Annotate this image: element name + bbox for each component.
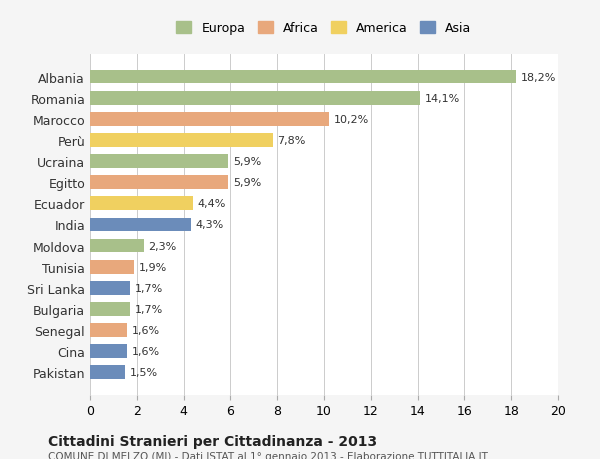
Text: 14,1%: 14,1% [425,94,460,103]
Text: Cittadini Stranieri per Cittadinanza - 2013: Cittadini Stranieri per Cittadinanza - 2… [48,434,377,448]
Bar [90,176,228,190]
Bar [90,345,127,358]
Text: 7,8%: 7,8% [277,135,305,146]
Bar [90,134,272,147]
Text: 1,7%: 1,7% [134,304,163,314]
Bar [90,71,516,84]
Text: 1,6%: 1,6% [132,325,160,335]
Text: 2,3%: 2,3% [149,241,177,251]
Bar [90,281,130,295]
Bar [90,260,134,274]
Text: 4,3%: 4,3% [196,220,224,230]
Bar [90,92,420,105]
Text: COMUNE DI MELZO (MI) - Dati ISTAT al 1° gennaio 2013 - Elaborazione TUTTITALIA.I: COMUNE DI MELZO (MI) - Dati ISTAT al 1° … [48,451,488,459]
Text: 1,6%: 1,6% [132,347,160,356]
Bar [90,112,329,126]
Text: 5,9%: 5,9% [233,178,261,188]
Bar [90,324,127,337]
Text: 1,7%: 1,7% [134,283,163,293]
Bar [90,366,125,379]
Bar [90,197,193,211]
Bar [90,155,228,168]
Text: 5,9%: 5,9% [233,157,261,167]
Bar [90,302,130,316]
Legend: Europa, Africa, America, Asia: Europa, Africa, America, Asia [172,17,476,40]
Text: 4,4%: 4,4% [197,199,226,209]
Text: 1,5%: 1,5% [130,368,158,377]
Bar [90,218,191,232]
Text: 18,2%: 18,2% [521,73,556,82]
Bar [90,239,144,253]
Text: 10,2%: 10,2% [334,115,368,124]
Text: 1,9%: 1,9% [139,262,167,272]
